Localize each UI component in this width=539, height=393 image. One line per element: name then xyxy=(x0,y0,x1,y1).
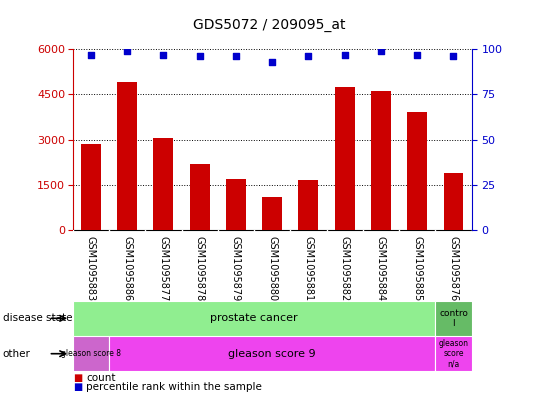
Bar xyxy=(109,336,436,371)
Bar xyxy=(117,82,137,230)
Text: count: count xyxy=(86,373,116,383)
Text: GSM1095877: GSM1095877 xyxy=(158,235,168,301)
Text: contro
l: contro l xyxy=(439,309,468,328)
Bar xyxy=(154,138,174,230)
Text: percentile rank within the sample: percentile rank within the sample xyxy=(86,382,262,392)
Point xyxy=(232,53,240,59)
Text: GSM1095879: GSM1095879 xyxy=(231,235,241,301)
Bar xyxy=(436,301,472,336)
Point xyxy=(87,51,95,58)
Text: gleason score 8: gleason score 8 xyxy=(61,349,121,358)
Text: GSM1095882: GSM1095882 xyxy=(340,235,350,301)
Point xyxy=(377,48,385,54)
Bar xyxy=(436,336,472,371)
Bar xyxy=(335,87,355,230)
Text: prostate cancer: prostate cancer xyxy=(210,313,298,323)
Text: disease state: disease state xyxy=(3,313,72,323)
Point xyxy=(449,53,458,59)
Bar xyxy=(444,173,464,230)
Text: ■: ■ xyxy=(73,382,82,392)
Point xyxy=(195,53,204,59)
Bar xyxy=(299,180,319,230)
Text: GSM1095886: GSM1095886 xyxy=(122,235,132,301)
Text: ■: ■ xyxy=(73,373,82,383)
Bar xyxy=(262,197,282,230)
Text: GSM1095883: GSM1095883 xyxy=(86,235,96,301)
Text: GSM1095876: GSM1095876 xyxy=(448,235,459,301)
Text: GSM1095881: GSM1095881 xyxy=(303,235,314,301)
Bar xyxy=(371,91,391,230)
Text: gleason
score
n/a: gleason score n/a xyxy=(439,339,468,369)
Text: other: other xyxy=(3,349,31,359)
Text: GSM1095885: GSM1095885 xyxy=(412,235,422,301)
Bar xyxy=(407,112,427,230)
Text: GSM1095880: GSM1095880 xyxy=(267,235,277,301)
Text: gleason score 9: gleason score 9 xyxy=(229,349,316,359)
Bar xyxy=(73,336,109,371)
Text: GSM1095884: GSM1095884 xyxy=(376,235,386,301)
Bar xyxy=(81,144,101,230)
Point xyxy=(304,53,313,59)
Point xyxy=(159,51,168,58)
Point xyxy=(123,48,132,54)
Text: GSM1095878: GSM1095878 xyxy=(195,235,205,301)
Point xyxy=(413,51,421,58)
Point xyxy=(341,51,349,58)
Text: GDS5072 / 209095_at: GDS5072 / 209095_at xyxy=(194,18,345,32)
Bar xyxy=(190,163,210,230)
Point xyxy=(268,59,277,65)
Bar xyxy=(226,179,246,230)
